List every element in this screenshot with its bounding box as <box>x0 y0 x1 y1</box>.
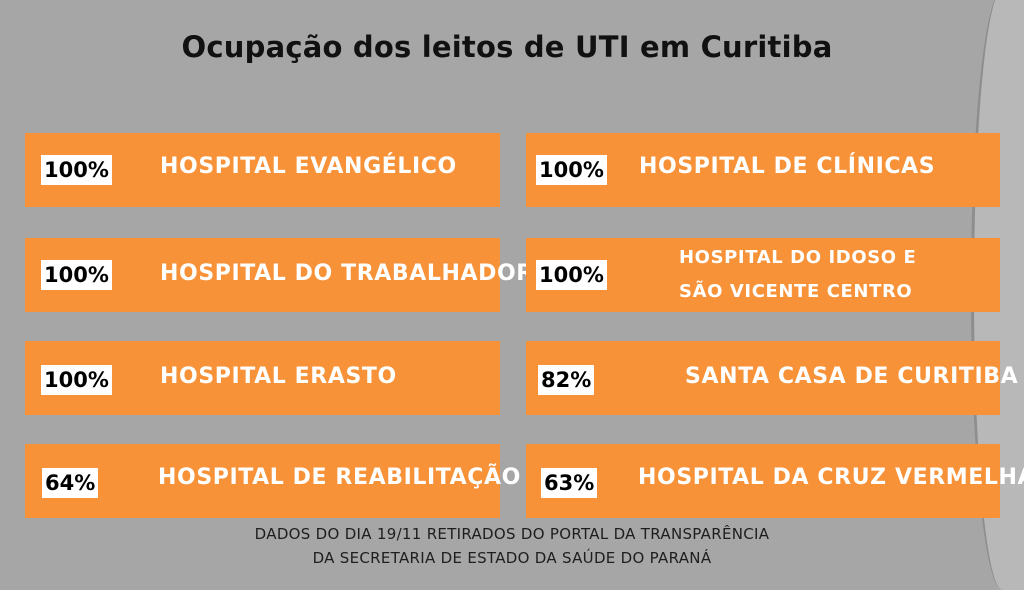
occupancy-badge: 100% <box>536 260 607 290</box>
occupancy-badge: 100% <box>41 365 112 395</box>
hospital-card-cruz-vermelha: 63% HOSPITAL DA CRUZ VERMELHA <box>526 444 1024 518</box>
occupancy-badge: 100% <box>41 155 112 185</box>
occupancy-badge: 100% <box>536 155 607 185</box>
page-title: Ocupação dos leitos de UTI em Curitiba <box>181 30 833 64</box>
occupancy-badge: 63% <box>541 468 598 498</box>
hospital-card-evangelico: 100% HOSPITAL EVANGÉLICO <box>25 133 500 207</box>
occupancy-badge: 100% <box>41 260 112 290</box>
hospital-name: HOSPITAL DE REABILITAÇÃO <box>158 465 521 490</box>
hospital-name: HOSPITAL ERASTO <box>160 364 397 389</box>
hospital-card-trabalhador: 100% HOSPITAL DO TRABALHADOR <box>25 238 533 312</box>
hospital-card-idoso: 100% HOSPITAL DO IDOSO E SÃO VICENTE CEN… <box>526 238 1000 312</box>
hospital-name: HOSPITAL EVANGÉLICO <box>160 154 457 179</box>
source-note-line1: DADOS DO DIA 19/11 RETIRADOS DO PORTAL D… <box>254 525 770 543</box>
hospital-card-erasto: 100% HOSPITAL ERASTO <box>25 341 500 415</box>
source-note-line2: DA SECRETARIA DE ESTADO DA SAÚDE DO PARA… <box>312 549 712 567</box>
hospital-card-reabilitacao: 64% HOSPITAL DE REABILITAÇÃO <box>25 444 520 518</box>
hospital-card-santa-casa: 82% SANTA CASA DE CURITIBA <box>526 341 1018 415</box>
hospital-name-line2: SÃO VICENTE CENTRO <box>679 281 913 302</box>
hospital-name: HOSPITAL DO TRABALHADOR <box>160 261 534 286</box>
hospital-name: HOSPITAL DE CLÍNICAS <box>639 154 936 179</box>
hospital-name: SANTA CASA DE CURITIBA <box>685 364 1019 389</box>
hospital-name-line1: HOSPITAL DO IDOSO E <box>679 247 917 268</box>
occupancy-badge: 82% <box>538 365 595 395</box>
occupancy-badge: 64% <box>42 468 99 498</box>
hospital-name: HOSPITAL DO IDOSO E SÃO VICENTE CENTRO <box>679 241 916 309</box>
hospital-card-clinicas: 100% HOSPITAL DE CLÍNICAS <box>526 133 1000 207</box>
hospital-name: HOSPITAL DA CRUZ VERMELHA <box>638 465 1024 490</box>
